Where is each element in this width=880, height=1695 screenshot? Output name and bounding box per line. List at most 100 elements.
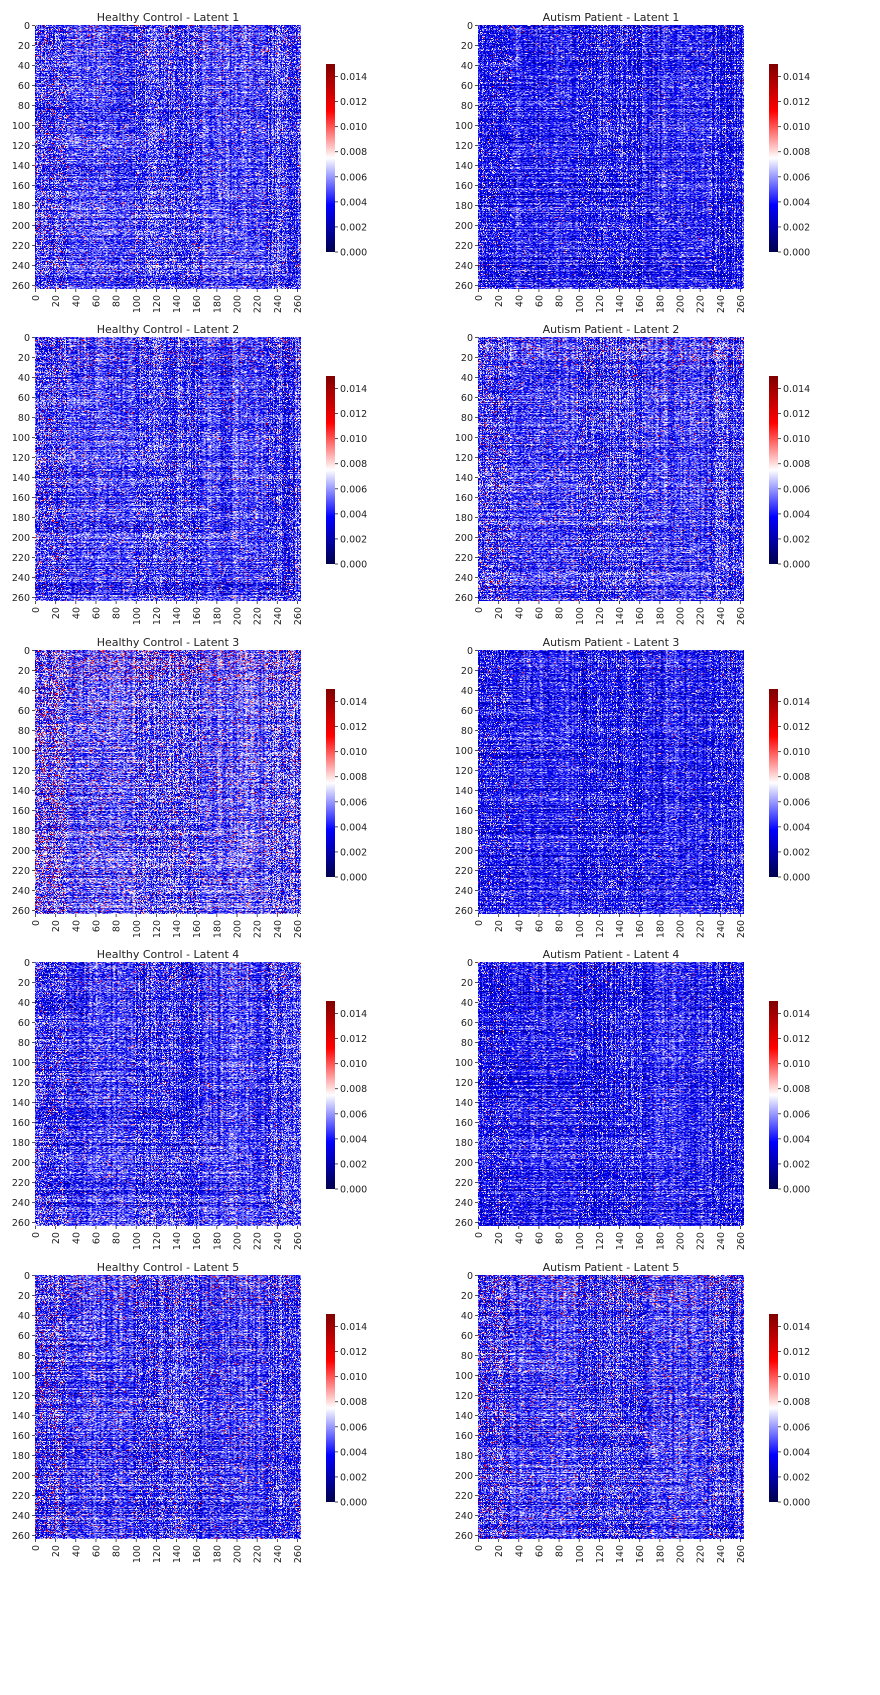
colorbar-tick-label: 0.000 bbox=[340, 1498, 367, 1509]
y-tick-label: 240 bbox=[12, 573, 30, 584]
colorbar-tick-label: 0.012 bbox=[783, 1347, 810, 1358]
y-tick-label: 60 bbox=[461, 1018, 473, 1029]
x-tick-label: 100 bbox=[575, 1232, 586, 1250]
y-tick-label: 240 bbox=[455, 886, 473, 897]
x-tick-label: 60 bbox=[534, 920, 545, 932]
x-tick-label: 60 bbox=[534, 295, 545, 307]
panel-4: Autism Patient - Latent 2 0 20 40 60 80 100 120… bbox=[455, 323, 810, 625]
y-tick-label: 80 bbox=[18, 726, 30, 737]
x-tick-label: 120 bbox=[152, 1232, 163, 1250]
panel-title: Autism Patient - Latent 3 bbox=[543, 636, 680, 649]
x-tick-label: 220 bbox=[253, 295, 264, 313]
colorbar-tick-label: 0.012 bbox=[340, 409, 367, 420]
heatmap-cells bbox=[35, 337, 301, 601]
y-tick-label: 240 bbox=[455, 1198, 473, 1209]
y-tick-label: 60 bbox=[18, 706, 30, 717]
colorbar-tick-label: 0.002 bbox=[783, 534, 810, 545]
x-tick-label: 120 bbox=[595, 607, 606, 625]
x-tick-label: 160 bbox=[192, 1545, 203, 1563]
x-tick-label: 180 bbox=[655, 295, 666, 313]
colorbar-tick-label: 0.008 bbox=[783, 1397, 810, 1408]
y-tick-label: 200 bbox=[12, 533, 30, 544]
y-tick-label: 120 bbox=[455, 1391, 473, 1402]
y-tick-label: 260 bbox=[455, 281, 473, 292]
x-tick-label: 160 bbox=[635, 1232, 646, 1250]
colorbar bbox=[326, 64, 335, 252]
x-tick-label: 140 bbox=[615, 607, 626, 625]
colorbar-tick-label: 0.014 bbox=[783, 1322, 810, 1333]
x-tick-label: 140 bbox=[615, 1545, 626, 1563]
y-tick-label: 180 bbox=[455, 1451, 473, 1462]
x-tick-label: 160 bbox=[635, 1545, 646, 1563]
colorbar-tick-label: 0.008 bbox=[783, 147, 810, 158]
y-tick-label: 40 bbox=[18, 1311, 30, 1322]
heatmap-cells bbox=[478, 650, 744, 914]
x-tick-label: 40 bbox=[514, 920, 525, 932]
panel-7: Healthy Control - Latent 4 0 20 40 60 80 100 12… bbox=[12, 948, 367, 1250]
colorbar-tick-label: 0.010 bbox=[783, 1372, 810, 1383]
x-tick-label: 80 bbox=[112, 607, 123, 619]
x-tick-label: 140 bbox=[615, 295, 626, 313]
x-tick-label: 200 bbox=[233, 295, 244, 313]
y-tick-label: 140 bbox=[455, 473, 473, 484]
colorbar-tick-label: 0.010 bbox=[340, 434, 367, 445]
colorbar-tick-label: 0.008 bbox=[340, 772, 367, 783]
x-tick-label: 240 bbox=[716, 607, 727, 625]
x-tick-label: 0 bbox=[31, 1232, 42, 1238]
colorbar-tick-label: 0.004 bbox=[340, 1134, 367, 1145]
colorbar-tick-label: 0.000 bbox=[783, 1498, 810, 1509]
y-tick-label: 40 bbox=[461, 686, 473, 697]
colorbar-tick-label: 0.008 bbox=[783, 1084, 810, 1095]
x-tick-label: 60 bbox=[91, 920, 102, 932]
colorbar bbox=[326, 1001, 335, 1189]
x-tick-label: 220 bbox=[696, 607, 707, 625]
panel-title: Healthy Control - Latent 3 bbox=[97, 636, 240, 649]
x-tick-label: 180 bbox=[655, 607, 666, 625]
x-tick-label: 180 bbox=[655, 1545, 666, 1563]
y-tick-label: 100 bbox=[12, 1058, 30, 1069]
y-tick-label: 0 bbox=[467, 646, 473, 657]
x-tick-label: 40 bbox=[71, 1232, 82, 1244]
x-tick-label: 60 bbox=[534, 607, 545, 619]
colorbar-tick-label: 0.014 bbox=[783, 384, 810, 395]
y-tick-label: 120 bbox=[12, 766, 30, 777]
colorbar-tick-label: 0.000 bbox=[340, 873, 367, 884]
y-tick-label: 260 bbox=[455, 1531, 473, 1542]
x-tick-label: 80 bbox=[555, 295, 566, 307]
y-tick-label: 60 bbox=[18, 81, 30, 92]
colorbar-tick-label: 0.008 bbox=[340, 147, 367, 158]
x-tick-label: 200 bbox=[233, 607, 244, 625]
y-tick-label: 260 bbox=[12, 281, 30, 292]
x-tick-label: 120 bbox=[152, 920, 163, 938]
y-tick-label: 60 bbox=[18, 1331, 30, 1342]
y-tick-label: 140 bbox=[455, 1411, 473, 1422]
colorbar-tick-label: 0.002 bbox=[783, 1472, 810, 1483]
x-tick-label: 20 bbox=[494, 920, 505, 932]
x-tick-label: 40 bbox=[514, 1232, 525, 1244]
x-tick-label: 0 bbox=[474, 920, 485, 926]
y-tick-label: 200 bbox=[455, 1158, 473, 1169]
colorbar-tick-label: 0.010 bbox=[340, 1372, 367, 1383]
y-tick-label: 160 bbox=[12, 1118, 30, 1129]
y-tick-label: 80 bbox=[461, 1038, 473, 1049]
colorbar bbox=[326, 689, 335, 877]
y-tick-label: 260 bbox=[12, 1531, 30, 1542]
colorbar-tick-label: 0.002 bbox=[340, 534, 367, 545]
y-tick-label: 180 bbox=[455, 201, 473, 212]
heatmap-cells bbox=[35, 962, 301, 1226]
x-tick-label: 120 bbox=[595, 1545, 606, 1563]
x-tick-label: 240 bbox=[716, 1232, 727, 1250]
y-tick-label: 100 bbox=[12, 746, 30, 757]
y-tick-label: 0 bbox=[467, 1271, 473, 1282]
y-tick-label: 80 bbox=[461, 101, 473, 112]
x-tick-label: 160 bbox=[635, 920, 646, 938]
y-tick-label: 260 bbox=[455, 906, 473, 917]
x-tick-label: 260 bbox=[736, 1545, 747, 1563]
colorbar-tick-label: 0.008 bbox=[340, 459, 367, 470]
x-tick-label: 260 bbox=[293, 607, 304, 625]
colorbar-tick-label: 0.010 bbox=[783, 747, 810, 758]
colorbar-tick-label: 0.006 bbox=[783, 172, 810, 183]
panel-3: Healthy Control - Latent 2 0 20 40 60 80 100 12… bbox=[12, 323, 367, 625]
x-tick-label: 0 bbox=[474, 295, 485, 301]
y-tick-label: 260 bbox=[455, 1218, 473, 1229]
